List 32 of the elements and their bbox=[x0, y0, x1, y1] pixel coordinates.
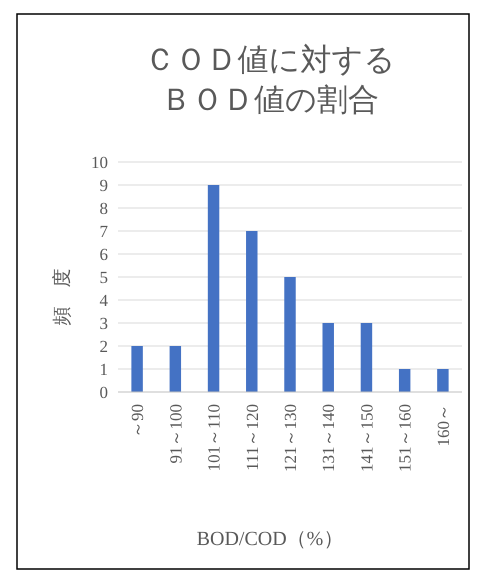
x-tick-label: 141～150 bbox=[357, 404, 376, 472]
y-tick-label: 9 bbox=[100, 176, 108, 195]
bar bbox=[131, 346, 143, 392]
bar bbox=[322, 323, 334, 392]
bar bbox=[208, 185, 220, 392]
y-tick-label: 10 bbox=[91, 153, 108, 172]
x-tick-label: 111～120 bbox=[242, 404, 262, 471]
y-tick-label: 2 bbox=[100, 337, 108, 356]
y-axis-title: 頻 度 bbox=[51, 268, 73, 326]
bar bbox=[246, 231, 258, 392]
x-tick-label: 160～ bbox=[434, 404, 453, 446]
x-tick-label: 131～140 bbox=[319, 404, 338, 472]
x-tick-label: 91～100 bbox=[166, 404, 186, 464]
bar bbox=[398, 369, 410, 392]
y-tick-label: 7 bbox=[100, 222, 108, 241]
y-tick-label: 4 bbox=[100, 291, 108, 310]
bar bbox=[360, 323, 372, 392]
bar bbox=[437, 369, 449, 392]
x-tick-label: 121～130 bbox=[281, 404, 300, 472]
y-tick-label: 8 bbox=[100, 199, 108, 218]
bar bbox=[170, 346, 182, 392]
x-tick-label: 151～160 bbox=[396, 404, 415, 472]
y-tick-label: 1 bbox=[100, 360, 108, 379]
bar bbox=[284, 277, 296, 392]
y-tick-label: 6 bbox=[100, 245, 108, 264]
y-tick-label: 5 bbox=[100, 268, 108, 287]
chart-title: ＣＯＤ値に対するＢＯＤ値の割合 bbox=[144, 42, 396, 117]
x-tick-label: ～90 bbox=[128, 404, 148, 438]
x-axis-title: BOD/COD（%） bbox=[196, 528, 344, 550]
y-tick-label: 3 bbox=[100, 314, 108, 333]
x-tick-label: 101～110 bbox=[204, 404, 224, 472]
y-tick-label: 0 bbox=[100, 383, 108, 402]
